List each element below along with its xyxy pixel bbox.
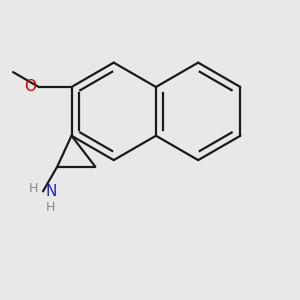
Text: H: H: [29, 182, 38, 196]
Text: O: O: [24, 80, 36, 94]
Text: N: N: [45, 184, 57, 199]
Text: H: H: [45, 202, 55, 214]
